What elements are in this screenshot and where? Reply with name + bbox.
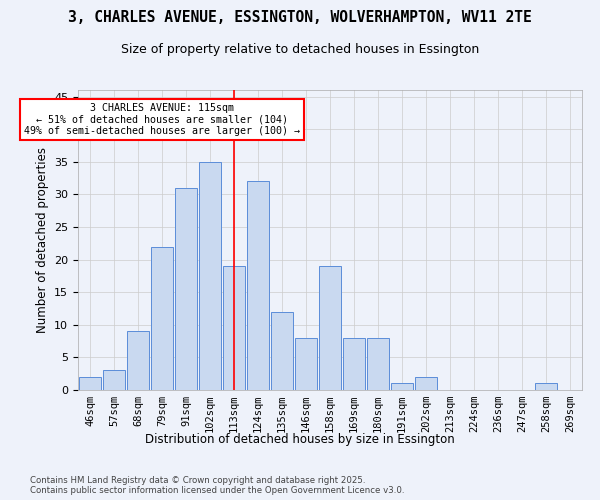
Text: Size of property relative to detached houses in Essington: Size of property relative to detached ho… <box>121 42 479 56</box>
Text: 3, CHARLES AVENUE, ESSINGTON, WOLVERHAMPTON, WV11 2TE: 3, CHARLES AVENUE, ESSINGTON, WOLVERHAMP… <box>68 10 532 25</box>
Bar <box>343 338 365 390</box>
Bar <box>271 312 293 390</box>
Text: Distribution of detached houses by size in Essington: Distribution of detached houses by size … <box>145 432 455 446</box>
Bar <box>79 377 101 390</box>
Bar <box>247 182 269 390</box>
Text: Contains HM Land Registry data © Crown copyright and database right 2025.
Contai: Contains HM Land Registry data © Crown c… <box>30 476 404 495</box>
Bar <box>127 332 149 390</box>
Bar <box>391 384 413 390</box>
Bar <box>295 338 317 390</box>
Bar <box>103 370 125 390</box>
Bar <box>367 338 389 390</box>
Bar <box>151 246 173 390</box>
Bar <box>223 266 245 390</box>
Y-axis label: Number of detached properties: Number of detached properties <box>35 147 49 333</box>
Bar <box>199 162 221 390</box>
Bar <box>319 266 341 390</box>
Bar <box>535 384 557 390</box>
Text: 3 CHARLES AVENUE: 115sqm
← 51% of detached houses are smaller (104)
49% of semi-: 3 CHARLES AVENUE: 115sqm ← 51% of detach… <box>24 103 300 136</box>
Bar <box>415 377 437 390</box>
Bar <box>175 188 197 390</box>
